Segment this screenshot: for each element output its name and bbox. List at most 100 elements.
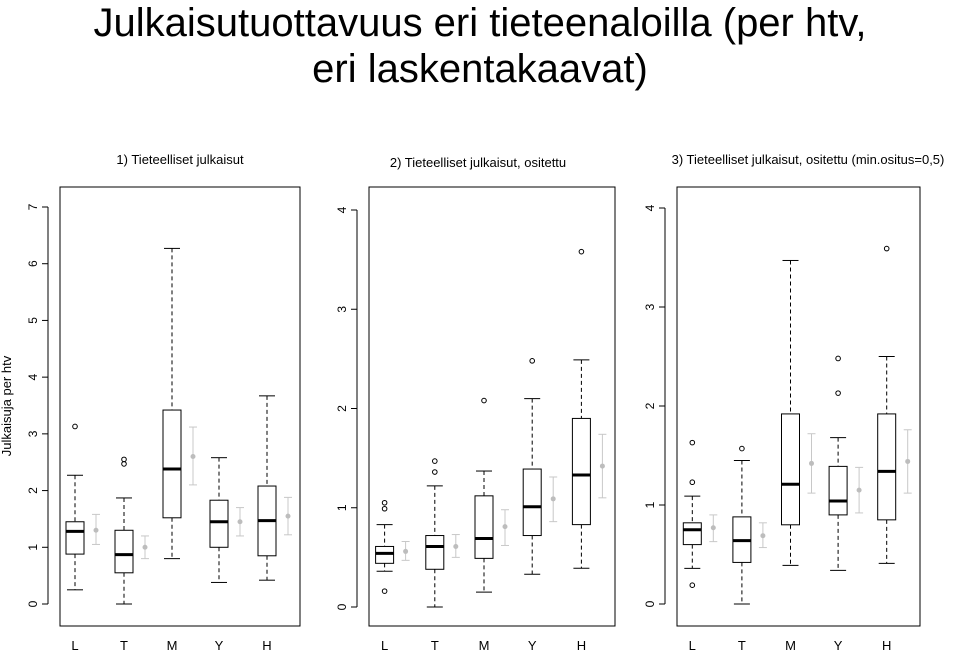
iqr-box (425, 535, 445, 570)
iqr-box (571, 417, 591, 526)
x-tick-label: L (71, 638, 78, 653)
x-tick-label: Y (528, 638, 537, 653)
y-tick-label: 0 (643, 600, 657, 607)
mean-point (142, 544, 148, 550)
iqr-box (522, 468, 542, 537)
y-tick-label: 2 (643, 402, 657, 409)
box-L (65, 423, 100, 591)
y-tick-label: 4 (26, 373, 40, 380)
y-tick-label: 1 (643, 501, 657, 508)
outlier-point (72, 423, 78, 430)
iqr-box (877, 413, 897, 521)
box-T (425, 458, 460, 608)
title-line-1: Julkaisutuottavuus eri tieteenaloilla (p… (93, 1, 867, 45)
box-T (732, 445, 767, 605)
mean-point (403, 548, 409, 554)
iqr-box (114, 529, 134, 574)
iqr-box (65, 521, 85, 555)
mean-point (710, 525, 716, 531)
y-tick-label: 1 (335, 504, 349, 511)
panel-title: 2) Tieteelliset julkaisut, ositettu (390, 155, 566, 170)
outlier-point (689, 439, 696, 446)
outlier-point (835, 390, 841, 396)
mean-point (190, 454, 196, 460)
mean-point (453, 543, 459, 549)
y-axis-label: Julkaisuja per htv (0, 355, 14, 456)
box-M (781, 259, 816, 566)
plot-frame (368, 186, 616, 627)
plot-frame (676, 186, 921, 627)
mean-point (905, 458, 911, 464)
outlier-point (121, 461, 127, 467)
box-Y (522, 358, 558, 575)
x-tick-label: M (479, 638, 490, 653)
iqr-box (682, 522, 702, 546)
panel-2: 2) Tieteelliset julkaisut, ositettu 0 1 2 3 4… (335, 155, 616, 653)
box-H (571, 248, 607, 569)
outlier-point (883, 245, 890, 252)
outlier-point (381, 588, 388, 594)
x-tick-label: Y (215, 638, 224, 653)
outlier-point (432, 469, 438, 475)
box-H (877, 245, 912, 564)
x-tick-label: H (577, 638, 586, 653)
y-tick-label: 0 (26, 600, 40, 607)
y-tick-label: 4 (335, 206, 349, 213)
panel-title: 1) Tieteelliset julkaisut (116, 152, 244, 167)
box-L (682, 439, 718, 588)
outlier-point (689, 582, 696, 588)
y-tick-label: 2 (26, 487, 40, 494)
box-M (162, 247, 197, 560)
iqr-box (781, 413, 800, 526)
mean-point (502, 524, 508, 530)
outlier-point (432, 458, 438, 464)
iqr-box (209, 499, 229, 548)
mean-point (550, 496, 556, 502)
outlier-point (481, 397, 487, 404)
y-tick-label: 2 (335, 405, 349, 412)
x-tick-label: T (120, 638, 128, 653)
y-tick-label: 6 (26, 260, 40, 267)
iqr-box (162, 409, 182, 519)
iqr-box (828, 465, 848, 516)
y-tick-label: 0 (335, 603, 349, 610)
x-tick-label: M (785, 638, 796, 653)
outlier-point (529, 358, 536, 364)
x-tick-label: L (381, 638, 388, 653)
box-T (114, 456, 149, 605)
x-tick-label: H (882, 638, 891, 653)
outlier-point (739, 445, 745, 452)
mean-point (237, 519, 243, 525)
y-tick-label: 7 (26, 203, 40, 210)
x-tick-label: Y (834, 638, 843, 653)
outlier-point (578, 248, 585, 255)
box-H (257, 395, 292, 581)
panel-3: 3) Tieteelliset julkaisut, ositettu (min… (643, 152, 944, 653)
outlier-point (381, 505, 388, 512)
iqr-box (474, 495, 494, 559)
x-tick-label: H (262, 638, 271, 653)
y-tick-label: 1 (26, 544, 40, 551)
x-tick-label: T (738, 638, 746, 653)
outlier-point (381, 499, 388, 506)
mean-point (93, 527, 99, 533)
box-M (474, 397, 509, 593)
mean-point (856, 487, 862, 493)
mean-point (809, 460, 814, 466)
outlier-point (689, 479, 696, 486)
page-title: Julkaisutuottavuus eri tieteenaloilla (p… (0, 0, 960, 92)
mean-point (285, 513, 291, 519)
plot-frame (59, 186, 301, 627)
y-tick-label: 3 (643, 303, 657, 310)
x-tick-label: T (431, 638, 439, 653)
y-tick-label: 3 (26, 430, 40, 437)
box-L (375, 499, 410, 594)
y-tick-label: 5 (26, 317, 40, 324)
panel-1: 1) Tieteelliset julkaisut 0 1 2 3 4 5 6 7 L T M Y H (26, 152, 301, 653)
mean-point (760, 533, 766, 539)
y-tick-label: 3 (335, 306, 349, 313)
box-Y (209, 457, 244, 583)
mean-point (599, 463, 605, 469)
y-tick-label: 4 (643, 204, 657, 211)
